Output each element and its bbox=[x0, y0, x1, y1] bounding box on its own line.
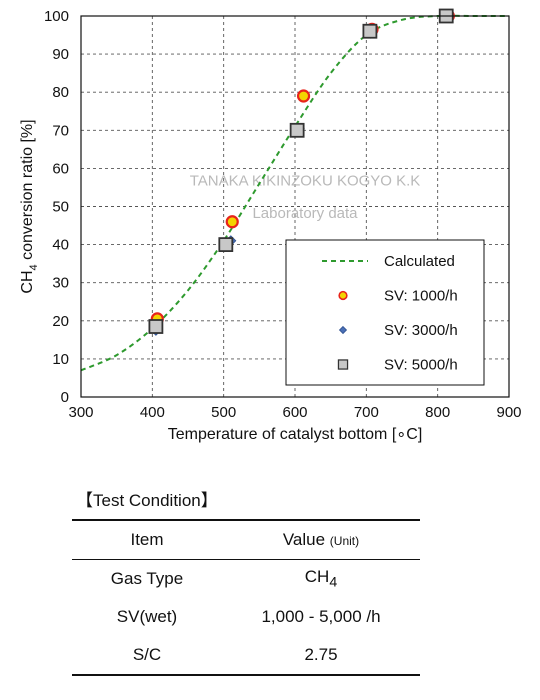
x-tick-label: 400 bbox=[140, 404, 165, 421]
x-tick-label: 800 bbox=[425, 404, 450, 421]
header-unit: (Unit) bbox=[329, 534, 360, 548]
chart-legend: Calculated SV: 1000/h SV: 3000/h SV: 5000/h bbox=[285, 239, 485, 386]
y-tick-label: 40 bbox=[52, 237, 69, 254]
x-tick-label: 900 bbox=[496, 404, 521, 421]
y-tick-label: 70 bbox=[52, 122, 69, 139]
y-tick-label: 80 bbox=[52, 84, 69, 101]
row-value: 2.75 bbox=[304, 645, 338, 664]
row-value: CH4 bbox=[222, 567, 420, 590]
x-axis-label: Temperature of catalyst bottom [∘C] bbox=[168, 426, 423, 443]
conversion-chart: TANAKA KIKINZOKU KOGYO K.K Laboratory dat… bbox=[19, 8, 522, 443]
chart-axes: 300 400 500 600 700 800 900 0 10 20 30 40 50 60 70 80 90… bbox=[19, 8, 522, 443]
row-value: 1,000 - 5,000 /h bbox=[261, 607, 381, 626]
legend-swatch-square bbox=[337, 359, 349, 370]
y-axis-label-sub: 4 bbox=[28, 264, 40, 270]
row-item: Gas Type bbox=[110, 569, 184, 588]
x-tick-label: 500 bbox=[211, 404, 236, 421]
row-value-sub: 4 bbox=[329, 574, 338, 591]
watermark-line: TANAKA KIKINZOKU KOGYO K.K bbox=[190, 173, 421, 190]
header-item: Item bbox=[130, 530, 164, 549]
y-tick-label: 60 bbox=[52, 160, 69, 177]
row-item: S/C bbox=[132, 645, 162, 664]
square-point bbox=[218, 237, 234, 253]
square-point bbox=[148, 319, 164, 334]
watermark: TANAKA KIKINZOKU KOGYO K.K Laboratory dat… bbox=[190, 173, 421, 222]
legend-label: Calculated bbox=[384, 253, 455, 270]
row-value-text: CH bbox=[304, 567, 330, 587]
y-axis-label-suffix: conversion ratio [%] bbox=[19, 119, 36, 264]
row-item: SV(wet) bbox=[116, 607, 178, 626]
watermark-line: Laboratory data bbox=[252, 205, 358, 222]
test-condition-title: 【Test Condition】 bbox=[76, 491, 218, 510]
test-condition-table: Item Value (Unit) Gas Type CH4 SV(wet) 1… bbox=[72, 519, 420, 676]
y-axis-label: CH4 conversion ratio [%] bbox=[19, 119, 40, 293]
table-row: S/C 2.75 bbox=[72, 636, 420, 674]
plot-frame bbox=[80, 15, 510, 398]
legend-label: SV: 3000/h bbox=[384, 322, 458, 339]
legend-label: SV: 1000/h bbox=[384, 288, 458, 305]
table-row: Gas Type CH4 bbox=[72, 560, 420, 598]
square-point bbox=[289, 122, 305, 138]
table-header-row: Item Value (Unit) bbox=[72, 521, 420, 560]
legend-swatch-diamond bbox=[338, 325, 348, 335]
y-tick-label: 90 bbox=[52, 46, 69, 63]
x-tick-label: 700 bbox=[354, 404, 379, 421]
circle-point bbox=[296, 89, 311, 103]
test-condition-section: 【Test Condition】 Item Value (Unit) Gas T… bbox=[72, 486, 432, 676]
y-tick-label: 50 bbox=[52, 199, 69, 216]
y-tick-label: 100 bbox=[44, 8, 69, 25]
legend-label: SV: 5000/h bbox=[384, 357, 458, 374]
x-tick-label: 300 bbox=[68, 404, 93, 421]
table-row: SV(wet) 1,000 - 5,000 /h bbox=[72, 598, 420, 636]
y-axis-label-prefix: CH bbox=[19, 270, 36, 293]
circle-point bbox=[225, 215, 239, 229]
legend-box bbox=[285, 239, 485, 386]
header-value: Value (Unit) bbox=[222, 530, 420, 550]
square-point bbox=[362, 23, 378, 39]
x-tick-label: 600 bbox=[282, 404, 307, 421]
y-tick-label: 0 bbox=[61, 389, 69, 406]
data-markers bbox=[148, 8, 455, 336]
legend-swatch-circle bbox=[338, 290, 348, 301]
y-tick-label: 30 bbox=[52, 275, 69, 292]
header-value-label: Value bbox=[282, 530, 326, 549]
y-tick-label: 20 bbox=[52, 313, 69, 330]
y-tick-label: 10 bbox=[52, 351, 69, 368]
